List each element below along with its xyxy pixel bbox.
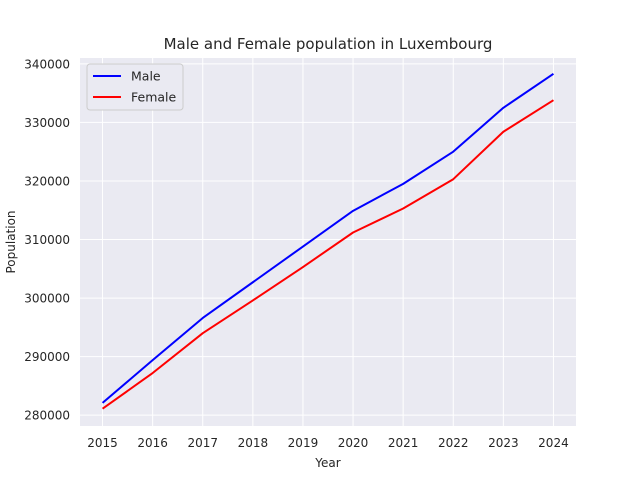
y-tick-label: 330000 [24, 116, 70, 130]
x-tick-label: 2017 [187, 436, 218, 450]
y-axis-label: Population [4, 210, 18, 273]
grid [80, 58, 576, 426]
x-axis-ticks: 2015 2016 2017 2018 2019 2020 2021 2022 2023 2024 [87, 436, 568, 450]
series-line-female [101, 99, 554, 410]
y-tick-label: 300000 [24, 292, 70, 306]
y-axis-ticks: 280000 290000 300000 310000 320000 330000 3400… [24, 57, 70, 422]
series-lines [101, 72, 555, 410]
legend-label-male: Male [131, 69, 161, 84]
x-tick-label: 2016 [137, 436, 168, 450]
x-axis-label: Year [314, 456, 340, 470]
y-tick-label: 340000 [24, 57, 70, 71]
x-tick-label: 2021 [388, 436, 419, 450]
x-tick-label: 2015 [87, 436, 118, 450]
series-line-male [101, 72, 555, 404]
x-tick-label: 2022 [438, 436, 469, 450]
y-tick-label: 310000 [24, 233, 70, 247]
y-tick-label: 280000 [24, 409, 70, 423]
x-tick-label: 2023 [488, 436, 519, 450]
y-tick-label: 290000 [24, 350, 70, 364]
x-tick-label: 2020 [338, 436, 369, 450]
x-tick-label: 2018 [238, 436, 269, 450]
y-tick-label: 320000 [24, 174, 70, 188]
legend-label-female: Female [131, 90, 177, 105]
x-tick-label: 2024 [538, 436, 569, 450]
x-tick-label: 2019 [288, 436, 319, 450]
legend: Male Female [86, 63, 184, 111]
chart-title: Male and Female population in Luxembourg [164, 35, 493, 53]
